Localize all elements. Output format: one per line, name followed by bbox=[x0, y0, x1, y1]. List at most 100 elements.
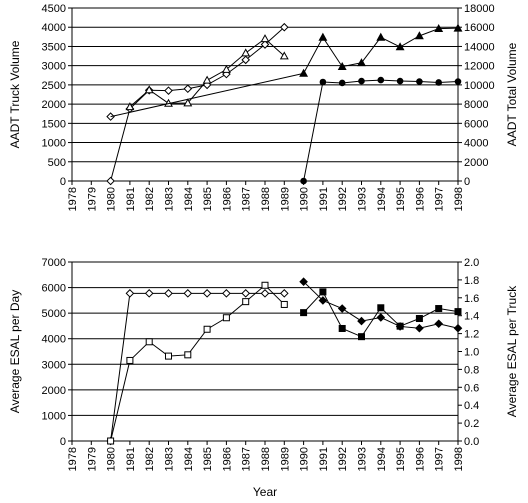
data-point bbox=[164, 86, 173, 95]
data-point bbox=[318, 32, 328, 41]
x-tick-label: 1989 bbox=[279, 187, 291, 211]
x-tick-label: 1994 bbox=[376, 447, 388, 471]
data-point bbox=[241, 55, 251, 65]
data-point bbox=[337, 61, 347, 71]
y-tick-label: 2500 bbox=[42, 80, 66, 92]
data-point bbox=[319, 288, 327, 296]
data-point bbox=[453, 323, 463, 333]
x-tick-label: 1987 bbox=[241, 187, 253, 211]
x-tick-label: 1980 bbox=[106, 187, 118, 211]
y-tick-label: 0 bbox=[60, 436, 66, 448]
x-tick-label: 1992 bbox=[337, 447, 349, 471]
x-tick-label: 1990 bbox=[299, 187, 311, 211]
data-point bbox=[261, 281, 269, 289]
data-point bbox=[183, 84, 193, 94]
x-tick-label: 1993 bbox=[357, 187, 369, 211]
data-point bbox=[358, 77, 365, 85]
x-tick-label: 1984 bbox=[183, 187, 195, 211]
data-point bbox=[144, 289, 154, 298]
y-tick-label: 4500 bbox=[42, 3, 66, 15]
y-axis-title: AADT Truck Volume bbox=[8, 40, 22, 148]
data-point bbox=[435, 305, 443, 313]
y2-tick-label: 14000 bbox=[464, 41, 495, 53]
y2-tick-label: 1.0 bbox=[464, 347, 479, 359]
series-2 bbox=[106, 23, 463, 121]
data-point bbox=[434, 319, 444, 329]
y-tick-label: 5000 bbox=[42, 308, 66, 320]
y2-tick-label: 1.8 bbox=[464, 275, 479, 287]
y2-tick-label: 2000 bbox=[464, 157, 488, 169]
data-point bbox=[454, 308, 462, 316]
data-point bbox=[299, 68, 309, 77]
data-point bbox=[280, 300, 288, 308]
y2-axis-title: AADT Total Volume bbox=[505, 42, 519, 146]
data-point bbox=[279, 51, 289, 60]
data-point bbox=[241, 289, 251, 298]
x-tick-label: 1983 bbox=[164, 187, 176, 211]
data-point bbox=[395, 322, 405, 331]
y-tick-label: 3000 bbox=[42, 61, 66, 73]
data-point bbox=[416, 78, 423, 85]
chart-panel-bottom: 0 1000 2000 3000 4000 5000 6000 7000 0.0 0.2 0.4 0.… bbox=[8, 257, 519, 499]
x-tick-label: 1993 bbox=[357, 447, 369, 471]
data-point bbox=[318, 296, 328, 305]
data-point bbox=[145, 338, 153, 346]
x-tick-label: 1996 bbox=[414, 447, 426, 471]
data-point bbox=[242, 298, 250, 306]
x-tick-label: 1989 bbox=[279, 447, 291, 471]
x-tick-label: 1991 bbox=[318, 187, 330, 211]
y2-tick-label: 8000 bbox=[464, 99, 488, 111]
data-point bbox=[377, 76, 385, 84]
data-point bbox=[435, 79, 443, 86]
data-point bbox=[319, 78, 327, 86]
data-point bbox=[415, 315, 423, 323]
data-point bbox=[165, 352, 172, 360]
x-tick-label: 1995 bbox=[395, 187, 407, 211]
y2-tick-label: 1.4 bbox=[464, 311, 479, 323]
x-tick-label: 1998 bbox=[453, 187, 465, 211]
x-tick-label: 1990 bbox=[299, 447, 311, 471]
x-tick-label: 1986 bbox=[221, 187, 233, 211]
y2-axis-title: Average ESAL per Truck bbox=[505, 285, 519, 417]
x-tick-label: 1983 bbox=[164, 447, 176, 471]
data-point bbox=[241, 48, 251, 57]
data-point bbox=[203, 325, 211, 333]
x-tick-label: 1981 bbox=[125, 187, 137, 211]
y-tick-label: 500 bbox=[48, 157, 66, 169]
data-point bbox=[222, 314, 230, 322]
data-point bbox=[221, 64, 231, 73]
y-tick-label: 1000 bbox=[42, 138, 66, 150]
data-point bbox=[279, 289, 289, 298]
data-point bbox=[106, 112, 115, 121]
data-point bbox=[260, 289, 270, 298]
data-point bbox=[184, 351, 192, 359]
y-tick-label: 0 bbox=[60, 176, 66, 188]
y2-tick-label: 0.8 bbox=[464, 364, 479, 376]
y2-tick-label: 0.2 bbox=[464, 418, 479, 430]
x-tick-label: 1978 bbox=[67, 187, 79, 211]
x-tick-label: 1985 bbox=[202, 187, 214, 211]
x-tick-label: 1982 bbox=[144, 187, 156, 211]
y-tick-label: 7000 bbox=[42, 257, 66, 269]
y2-tick-label: 1.2 bbox=[464, 329, 479, 341]
x-tick-label: 1988 bbox=[260, 447, 272, 471]
data-point bbox=[414, 31, 424, 40]
data-point bbox=[337, 304, 347, 313]
data-point bbox=[202, 75, 212, 84]
data-point bbox=[202, 289, 212, 298]
y-tick-label: 1000 bbox=[42, 410, 66, 422]
y-tick-label: 2000 bbox=[42, 99, 66, 111]
y2-tick-label: 10000 bbox=[464, 80, 495, 92]
data-point bbox=[183, 289, 193, 298]
series-1 bbox=[125, 34, 289, 111]
y2-tick-label: 18000 bbox=[464, 3, 495, 15]
data-point bbox=[396, 77, 404, 85]
series-3 bbox=[300, 76, 462, 185]
y-tick-label: 4000 bbox=[42, 334, 66, 346]
y2-tick-label: 6000 bbox=[464, 118, 488, 130]
data-point bbox=[454, 78, 462, 85]
data-point bbox=[279, 22, 289, 32]
data-point bbox=[144, 85, 154, 94]
data-point bbox=[358, 333, 365, 341]
